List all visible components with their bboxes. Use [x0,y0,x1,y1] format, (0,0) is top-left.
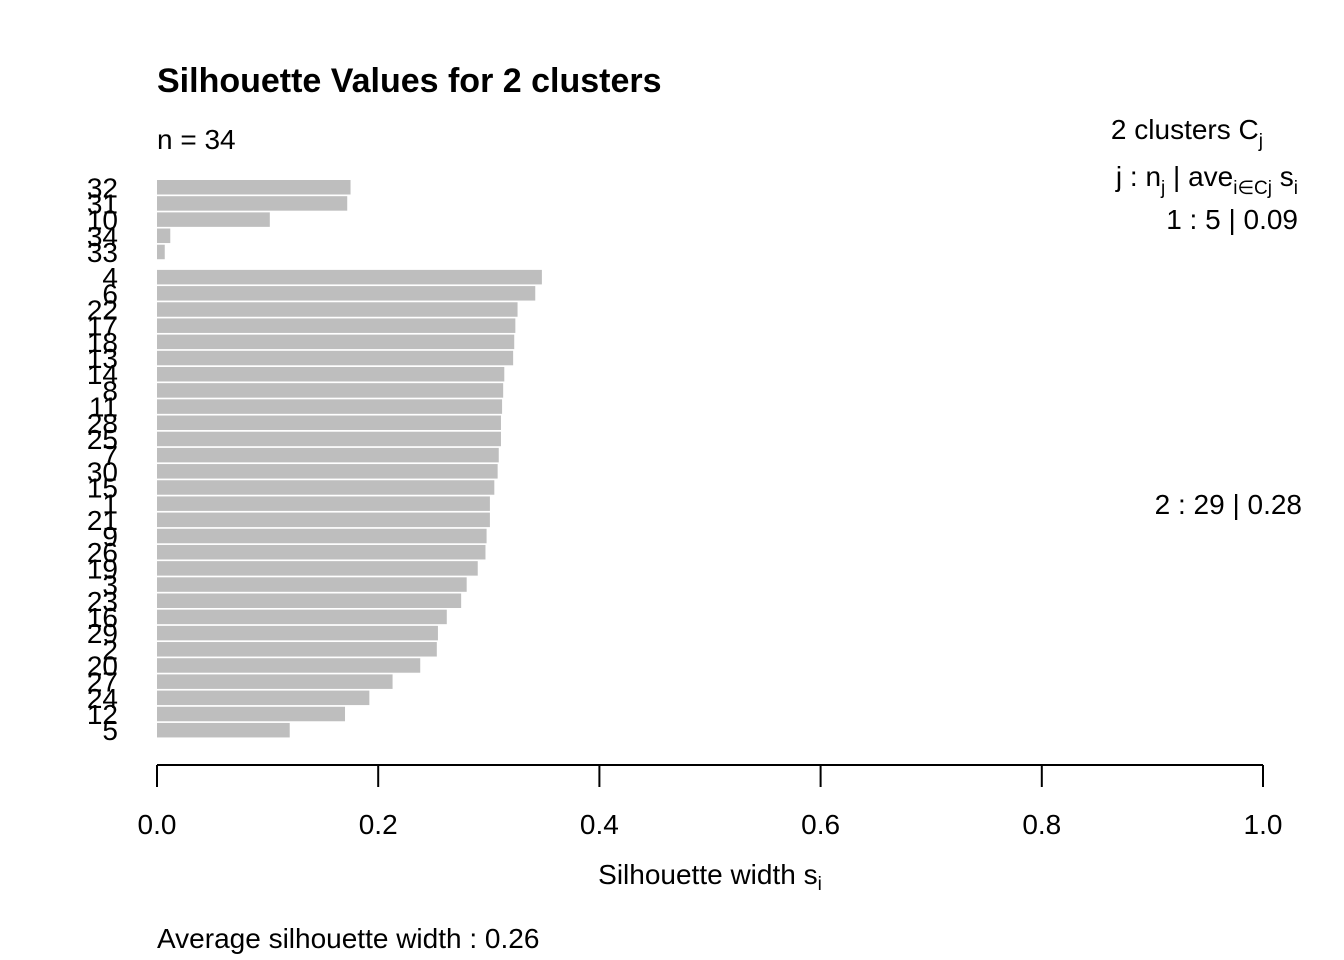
bar-obs-10 [157,212,270,227]
bar-obs-30 [157,464,498,479]
bar-obs-23 [157,593,462,608]
row-label: 10 [87,205,118,236]
legend-header: 2 clusters Cj [1111,114,1263,152]
row-label: 1 [102,489,118,520]
bar-obs-20 [157,658,421,673]
bar-obs-8 [157,383,504,398]
bar-obs-22 [157,302,518,317]
cluster-1-summary: 1 : 5 | 0.09 [1166,204,1298,235]
row-label: 27 [87,667,118,698]
row-label: 21 [87,505,118,536]
bar-obs-32 [157,180,351,195]
bar-obs-12 [157,706,346,722]
x-tick-label: 0.4 [580,809,619,840]
row-label: 25 [87,424,118,455]
average-silhouette-width: Average silhouette width : 0.26 [157,923,539,954]
bar-obs-18 [157,334,515,350]
bar-obs-5 [157,722,290,738]
row-label: 7 [102,440,118,471]
bar-obs-4 [157,269,542,285]
bar-obs-19 [157,561,478,576]
row-label: 8 [102,375,118,406]
bar-obs-33 [157,244,165,260]
bar-obs-13 [157,350,514,366]
row-label: 6 [102,278,118,309]
row-label: 17 [87,311,118,342]
chart-subtitle: n = 34 [157,124,236,155]
row-label: 3 [102,570,118,601]
cluster-legend: 2 clusters Cj j : nj | avei∈Cj si 1 : 5 … [1111,114,1302,520]
row-labels-group: 3231103433462217181314811282573015121926… [87,172,118,746]
row-label: 32 [87,172,118,203]
row-label: 28 [87,408,118,439]
chart-title: Silhouette Values for 2 clusters [157,62,662,100]
bars-group [157,180,542,738]
row-label: 34 [87,221,118,252]
row-label: 2 [102,634,118,665]
row-label: 18 [87,327,118,358]
x-axis: 0.0 0.2 0.4 0.6 0.8 1.0 [138,764,1283,840]
row-label: 13 [87,343,118,374]
bar-obs-1 [157,496,490,511]
row-label: 24 [87,683,118,714]
x-axis-title: Silhouette width si [598,859,822,895]
bar-obs-16 [157,609,447,625]
bar-obs-26 [157,544,486,560]
bar-obs-25 [157,431,501,447]
bar-obs-7 [157,447,499,463]
row-label: 30 [87,456,118,487]
x-tick-label: 0.8 [1022,809,1061,840]
row-label: 23 [87,586,118,617]
bar-obs-21 [157,512,490,528]
row-label: 33 [87,237,118,268]
bar-obs-15 [157,480,495,495]
x-tick-label: 0.2 [359,809,398,840]
bar-obs-29 [157,625,438,641]
row-label: 14 [87,359,118,390]
bar-obs-9 [157,528,487,544]
row-label: 20 [87,650,118,681]
row-label: 15 [87,472,118,503]
row-label: 16 [87,602,118,633]
row-label: 9 [102,521,118,552]
x-tick-label: 1.0 [1244,809,1283,840]
bar-obs-2 [157,642,437,657]
row-label: 5 [102,715,118,746]
row-label: 26 [87,537,118,568]
bar-obs-31 [157,196,348,211]
row-label: 29 [87,618,118,649]
bar-obs-6 [157,286,536,301]
bar-obs-17 [157,318,516,333]
bar-obs-11 [157,399,503,414]
x-tick-label: 0.0 [138,809,177,840]
cluster-2-summary: 2 : 29 | 0.28 [1155,489,1302,520]
bar-obs-34 [157,228,171,244]
bar-obs-27 [157,674,393,689]
legend-subheader: j : nj | avei∈Cj si [1115,161,1298,199]
row-label: 19 [87,553,118,584]
bar-obs-28 [157,415,501,431]
bar-obs-14 [157,366,505,382]
bar-obs-3 [157,577,467,592]
row-label: 4 [102,262,118,293]
row-label: 31 [87,188,118,219]
bar-obs-24 [157,690,370,706]
row-label: 11 [89,392,118,423]
row-label: 12 [87,699,118,730]
row-label: 22 [87,295,118,326]
x-tick-label: 0.6 [801,809,840,840]
